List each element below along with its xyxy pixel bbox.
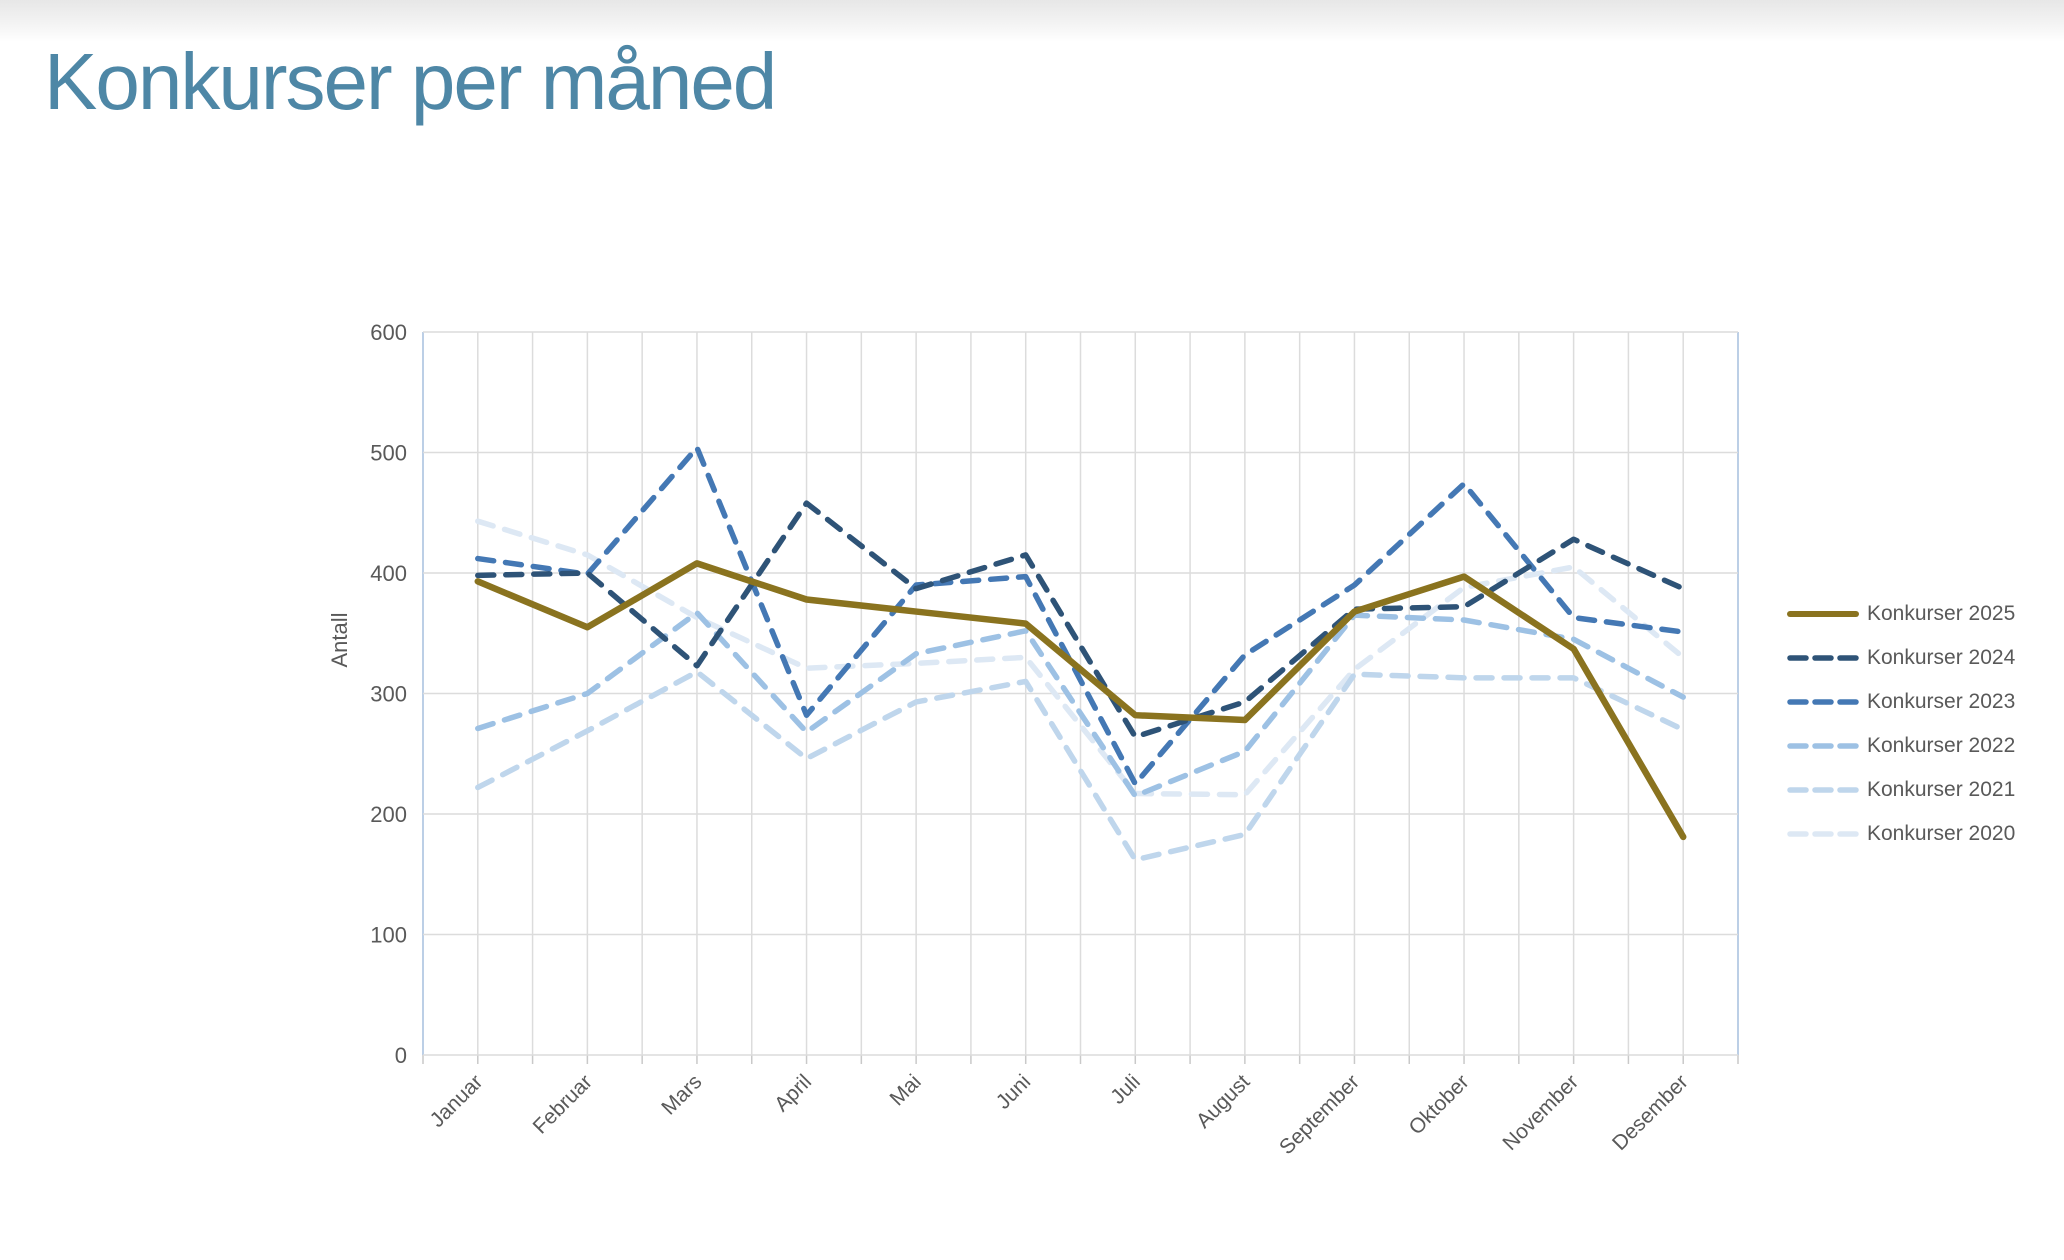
- legend-item-konkurser-2023: Konkurser 2023: [1787, 680, 2015, 724]
- legend-label: Konkurser 2024: [1867, 646, 2016, 669]
- x-tick-label: Mai: [885, 1070, 925, 1110]
- chart-legend: Konkurser 2025 Konkurser 2024 Konkurser 20…: [1787, 592, 2015, 856]
- legend-label: Konkurser 2022: [1867, 734, 2016, 757]
- x-tick-label: Juni: [992, 1070, 1036, 1114]
- legend-item-konkurser-2022: Konkurser 2022: [1787, 724, 2015, 768]
- x-tick-label: April: [770, 1070, 816, 1116]
- series-lines: [474, 444, 1687, 863]
- legend-label: Konkurser 2025: [1867, 602, 2016, 625]
- series-line-konkurser-2024: [475, 500, 1686, 740]
- legend-item-konkurser-2021: Konkurser 2021: [1787, 768, 2015, 812]
- x-tick-label: Mars: [657, 1070, 706, 1119]
- legend-item-konkurser-2020: Konkurser 2020: [1787, 812, 2015, 856]
- x-axis-month-labels: Januar Februar Mars April Mai Juni Juli August S…: [426, 1070, 1693, 1159]
- y-tick-label: 400: [370, 561, 407, 586]
- y-tick-label: 300: [370, 682, 407, 707]
- legend-label: Konkurser 2021: [1867, 778, 2016, 801]
- top-gradient-strip: [0, 0, 2064, 42]
- x-tick-label: Februar: [529, 1070, 597, 1138]
- x-tick-label: Juli: [1106, 1070, 1145, 1109]
- legend-item-konkurser-2024: Konkurser 2024: [1787, 636, 2015, 680]
- x-tick-label: Januar: [426, 1070, 488, 1132]
- legend-label: Konkurser 2023: [1867, 690, 2016, 713]
- y-tick-label: 500: [370, 441, 407, 466]
- y-axis-tick-labels: 0 100 200 300 400 500 600: [370, 320, 407, 1068]
- series-line-konkurser-2020: [475, 518, 1686, 798]
- legend-label: Konkurser 2020: [1867, 822, 2016, 845]
- series-line-konkurser-2021: [475, 669, 1686, 863]
- legend-item-konkurser-2025: Konkurser 2025: [1787, 592, 2015, 636]
- y-tick-label: 600: [370, 320, 407, 345]
- x-tick-label: September: [1275, 1070, 1364, 1159]
- x-tick-label: Desember: [1608, 1070, 1693, 1155]
- legend-line-swatch: [1787, 831, 1859, 837]
- x-tick-label: November: [1498, 1070, 1583, 1155]
- y-tick-label: 0: [395, 1043, 407, 1068]
- series-line-konkurser-2022: [475, 610, 1686, 799]
- y-tick-label: 200: [370, 802, 407, 827]
- x-tick-label: August: [1192, 1070, 1255, 1133]
- y-tick-label: 100: [370, 923, 407, 948]
- legend-line-swatch: [1787, 787, 1859, 793]
- x-tick-label: Oktober: [1404, 1070, 1473, 1139]
- series-line-konkurser-2025: [474, 560, 1687, 841]
- series-line-konkurser-2023: [475, 444, 1686, 787]
- slide-title: Konkurser per måned: [44, 37, 777, 126]
- y-axis-title: Antall: [327, 612, 352, 667]
- legend-line-swatch: [1787, 699, 1859, 705]
- gridlines: [422, 331, 1739, 1064]
- legend-line-swatch: [1787, 743, 1859, 749]
- legend-line-swatch: [1787, 611, 1859, 617]
- legend-line-swatch: [1787, 655, 1859, 661]
